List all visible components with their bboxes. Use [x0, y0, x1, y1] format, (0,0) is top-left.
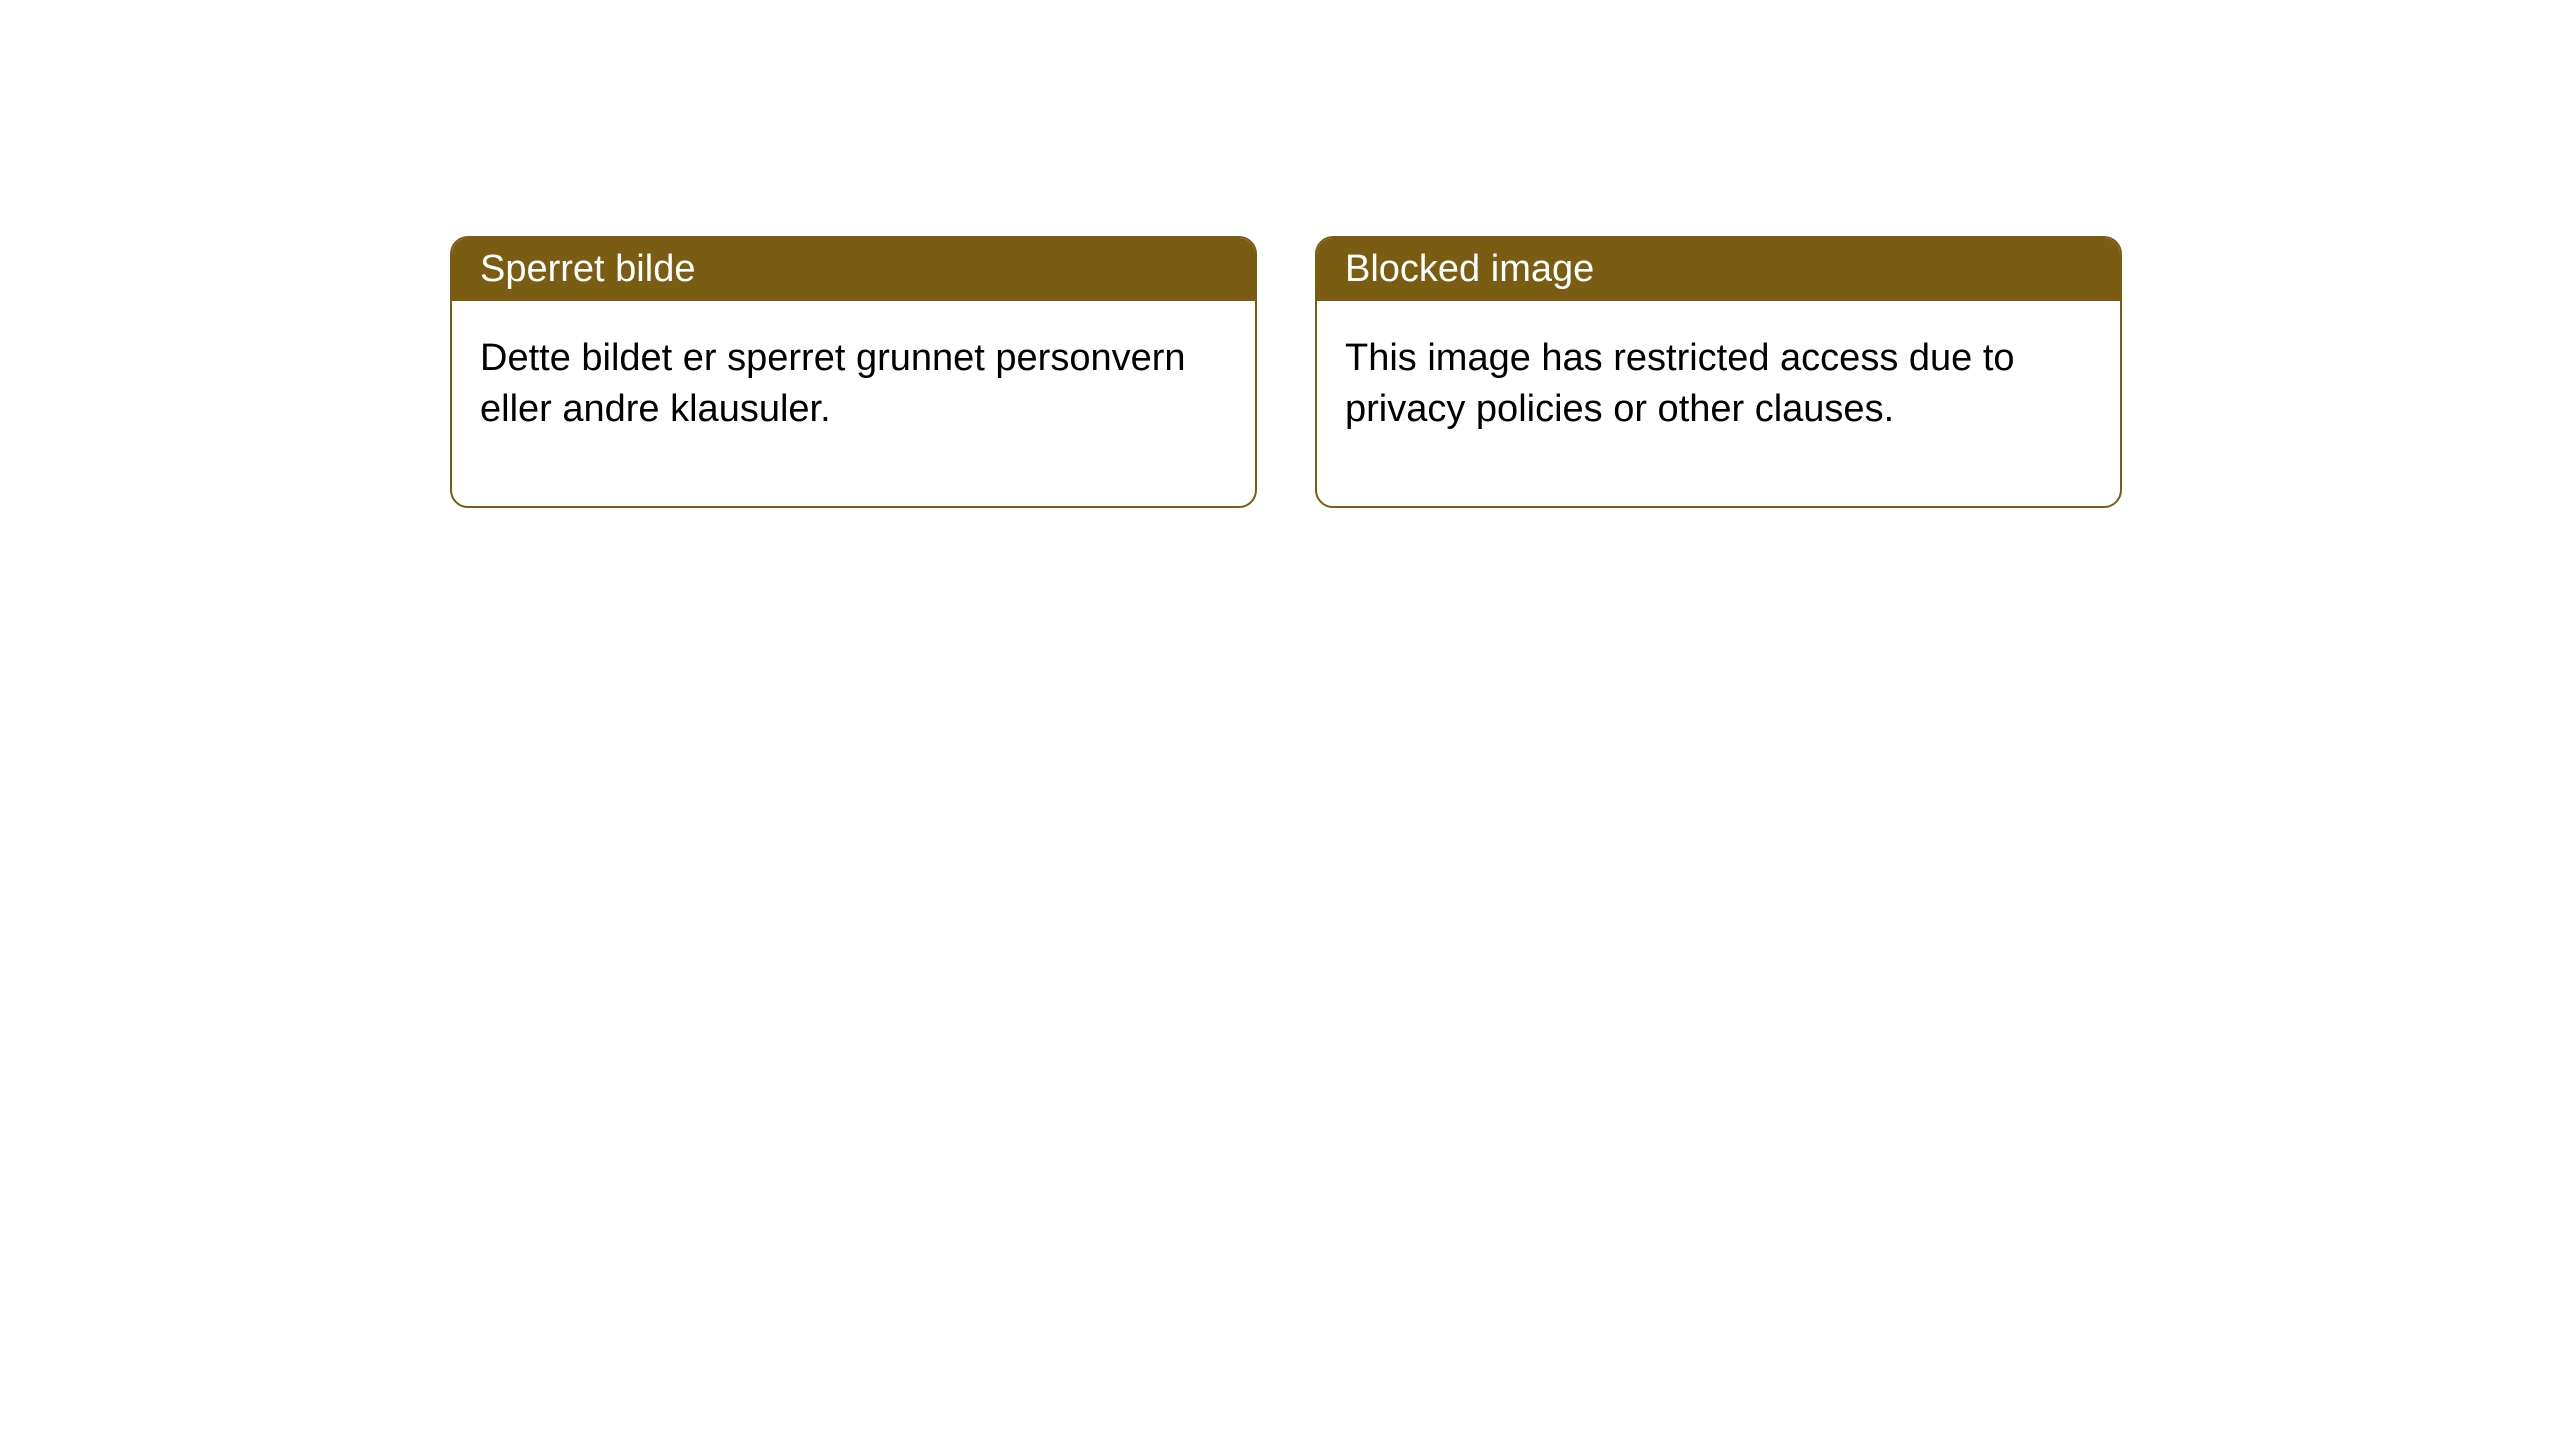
notice-container: Sperret bilde Dette bildet er sperret gr… — [450, 236, 2122, 508]
notice-title-english: Blocked image — [1317, 238, 2120, 301]
notice-body-norwegian: Dette bildet er sperret grunnet personve… — [452, 301, 1255, 506]
notice-card-norwegian: Sperret bilde Dette bildet er sperret gr… — [450, 236, 1257, 508]
notice-card-english: Blocked image This image has restricted … — [1315, 236, 2122, 508]
notice-body-english: This image has restricted access due to … — [1317, 301, 2120, 506]
notice-title-norwegian: Sperret bilde — [452, 238, 1255, 301]
